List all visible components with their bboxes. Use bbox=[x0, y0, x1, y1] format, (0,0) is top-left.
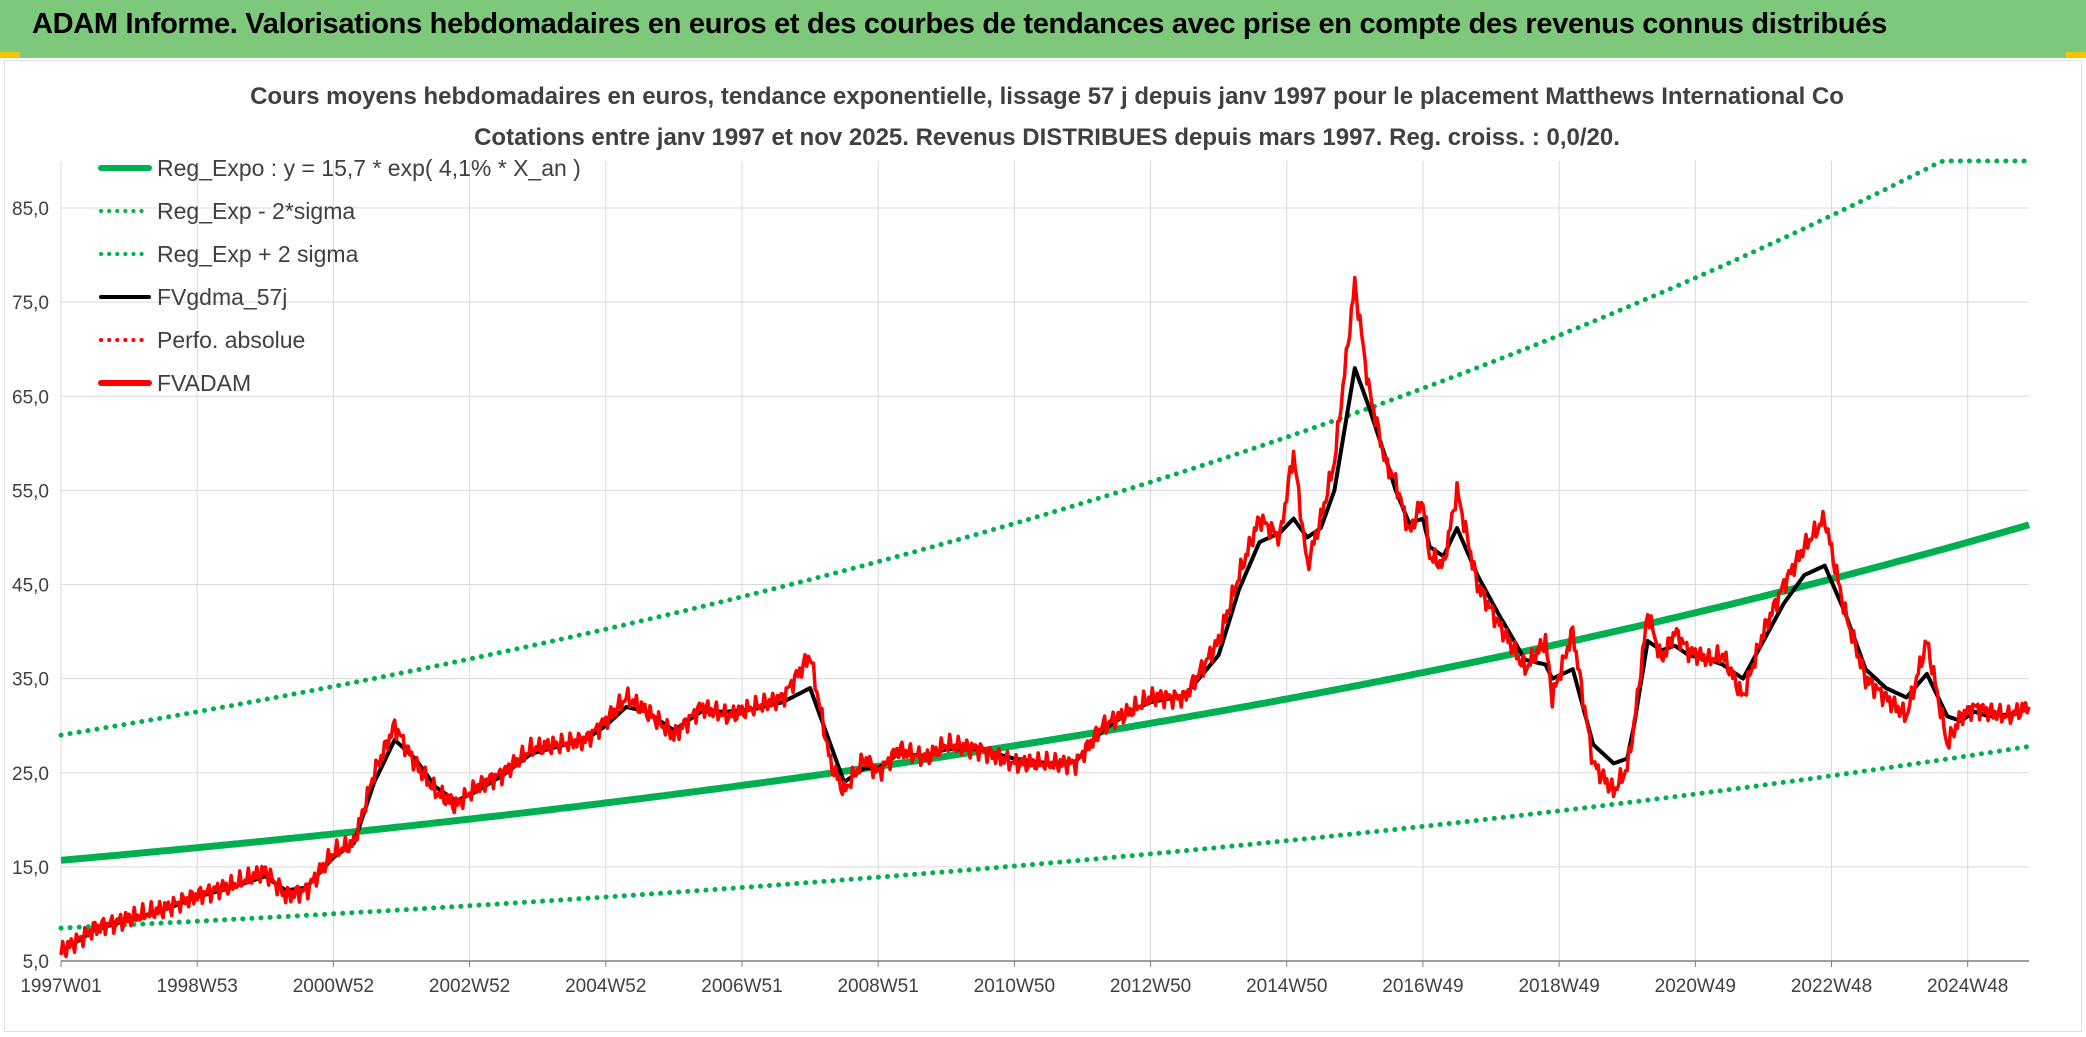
legend-label: FVgdma_57j bbox=[157, 284, 287, 310]
legend-label: Reg_Exp - 2*sigma bbox=[157, 198, 355, 224]
y-tick-label: 25,0 bbox=[12, 764, 49, 785]
chart-subtitle: Cotations entre janv 1997 et nov 2025. R… bbox=[474, 124, 1620, 151]
price-chart: Cours moyens hebdomadaires en euros, ten… bbox=[12, 83, 2032, 997]
legend-label: Reg_Expo : y = 15,7 * exp( 4,1% * X_an ) bbox=[157, 155, 581, 181]
y-tick-label: 5,0 bbox=[23, 952, 49, 973]
x-tick-label: 1998W53 bbox=[157, 976, 238, 997]
y-tick-label: 75,0 bbox=[12, 293, 49, 314]
corner-mark-right bbox=[2066, 52, 2086, 58]
x-axis: 1997W01 1998W53 2000W52 2002W52 2004W52 2006W… bbox=[20, 960, 2029, 997]
x-tick-label: 2014W50 bbox=[1246, 976, 1327, 997]
x-tick-label: 2010W50 bbox=[974, 976, 1055, 997]
x-tick-label: 2020W49 bbox=[1655, 976, 1736, 997]
x-tick-label: 2006W51 bbox=[701, 976, 782, 997]
y-tick-label: 85,0 bbox=[12, 199, 49, 220]
grid bbox=[60, 161, 2029, 962]
x-tick-label: 2012W50 bbox=[1110, 976, 1191, 997]
chart-title: Cours moyens hebdomadaires en euros, ten… bbox=[250, 83, 1844, 110]
legend-label: Perfo. absolue bbox=[157, 327, 305, 353]
price-line bbox=[59, 275, 2031, 959]
lower-band-line bbox=[58, 743, 2032, 931]
smoothed-line bbox=[59, 366, 2030, 954]
y-tick-label: 65,0 bbox=[12, 387, 49, 408]
legend: Reg_Expo : y = 15,7 * exp( 4,1% * X_an )… bbox=[98, 155, 581, 396]
x-tick-label: 2022W48 bbox=[1791, 976, 1872, 997]
corner-mark-left bbox=[0, 52, 20, 58]
y-tick-label: 45,0 bbox=[12, 576, 49, 597]
x-tick-label: 2002W52 bbox=[429, 976, 510, 997]
y-tick-label: 15,0 bbox=[12, 858, 49, 879]
y-tick-label: 35,0 bbox=[12, 670, 49, 691]
y-tick-label: 55,0 bbox=[12, 481, 49, 502]
x-tick-label: 2018W49 bbox=[1518, 976, 1599, 997]
legend-label: FVADAM bbox=[157, 370, 251, 396]
x-tick-label: 2024W48 bbox=[1927, 976, 2008, 997]
regression-line bbox=[60, 521, 2030, 864]
title-banner: ADAM Informe. Valorisations hebdomadaire… bbox=[0, 0, 2086, 58]
report-title: ADAM Informe. Valorisations hebdomadaire… bbox=[32, 8, 1887, 40]
x-tick-label: 2016W49 bbox=[1382, 976, 1463, 997]
upper-band-line bbox=[58, 158, 2032, 738]
legend-label: Reg_Exp + 2 sigma bbox=[157, 241, 359, 267]
x-tick-label: 2004W52 bbox=[565, 976, 646, 997]
x-tick-label: 1997W01 bbox=[20, 976, 101, 997]
chart-area: Cours moyens hebdomadaires en euros, ten… bbox=[4, 60, 2082, 1032]
series-group bbox=[58, 158, 2032, 959]
y-axis: 85,0 75,0 65,0 55,0 45,0 35,0 25,0 15,0 5,0 bbox=[12, 199, 49, 973]
x-tick-label: 2008W51 bbox=[837, 976, 918, 997]
x-tick-label: 2000W52 bbox=[293, 976, 374, 997]
